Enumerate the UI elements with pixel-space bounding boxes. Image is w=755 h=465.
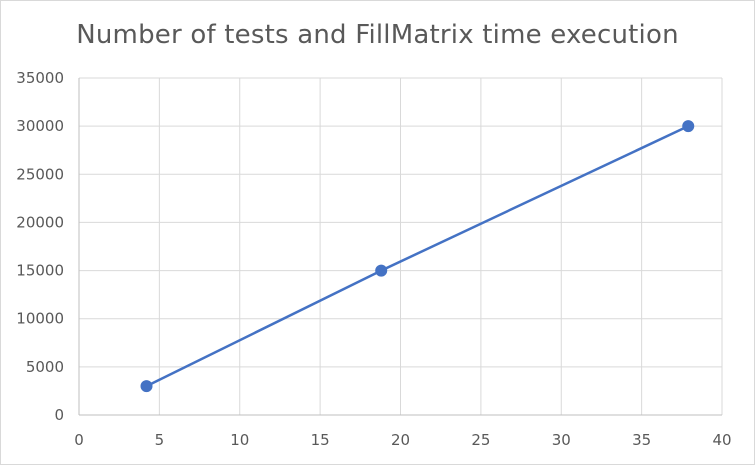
series-line: [145, 125, 689, 388]
gridlines: [79, 77, 723, 415]
data-series: [140, 120, 695, 393]
x-tick-label: 20: [391, 431, 410, 449]
y-tick-label: 20000: [16, 213, 64, 231]
y-tick-label: 5000: [26, 358, 64, 376]
tick-labels: 0 5 10 15 20 25 30 35 40 0 5000 10000 15000 20000 2500…: [16, 69, 731, 449]
axes: [78, 78, 722, 416]
x-tick-label: 30: [552, 431, 571, 449]
y-tick-label: 15000: [16, 262, 64, 280]
y-tick-label: 25000: [16, 165, 64, 183]
chart-title: Number of tests and FillMatrix time exec…: [76, 20, 679, 50]
data-point: [682, 120, 695, 133]
x-tick-label: 35: [632, 431, 651, 449]
y-tick-label: 10000: [16, 310, 64, 328]
x-tick-label: 40: [712, 431, 731, 449]
y-tick-label: 35000: [16, 69, 64, 87]
y-tick-label: 30000: [16, 117, 64, 135]
x-tick-label: 5: [155, 431, 165, 449]
data-point: [375, 264, 388, 277]
x-tick-label: 15: [311, 431, 330, 449]
x-tick-label: 25: [471, 431, 490, 449]
x-tick-label: 10: [230, 431, 249, 449]
y-tick-label: 0: [54, 406, 64, 424]
x-tick-label: 0: [74, 431, 84, 449]
data-point: [140, 380, 153, 393]
